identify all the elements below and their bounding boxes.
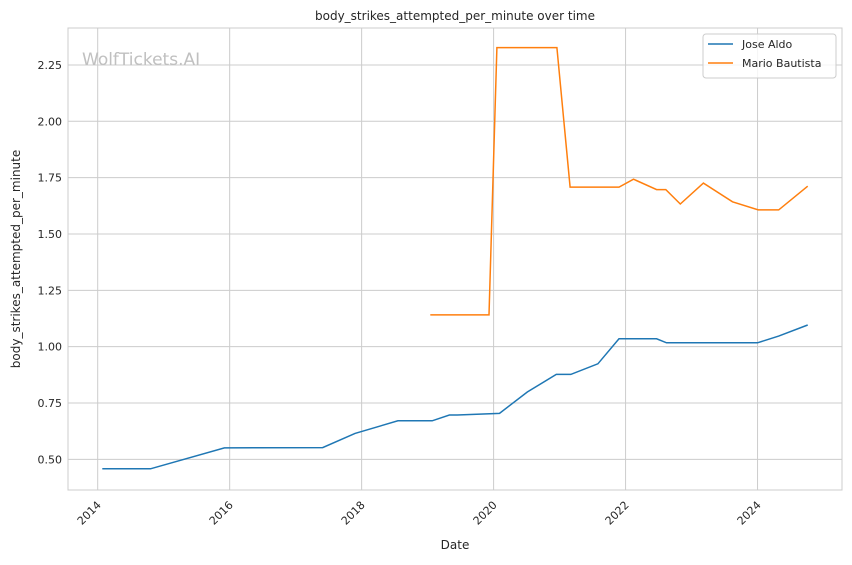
x-tick-label: 2014 bbox=[75, 499, 104, 528]
y-tick-label: 1.50 bbox=[38, 228, 63, 241]
legend-label-mario-bautista: Mario Bautista bbox=[742, 57, 821, 70]
y-axis-label: body_strikes_attempted_per_minute bbox=[9, 150, 23, 368]
ticks: 2014 2016 2018 2020 2022 2024 0.50 0.75 1.00 1.25… bbox=[38, 59, 764, 528]
y-tick-label: 1.75 bbox=[38, 172, 63, 185]
series-group bbox=[102, 48, 808, 469]
y-tick-label: 1.00 bbox=[38, 341, 63, 354]
plot-area-border bbox=[68, 28, 842, 490]
x-tick-label: 2018 bbox=[339, 499, 368, 528]
watermark: WolfTickets.AI bbox=[82, 50, 200, 70]
y-tick-label: 2.25 bbox=[38, 59, 63, 72]
x-tick-label: 2016 bbox=[207, 499, 236, 528]
series-line-mario-bautista bbox=[430, 48, 807, 315]
x-axis-label: Date bbox=[441, 538, 470, 552]
y-tick-label: 1.25 bbox=[38, 284, 63, 297]
legend-label-jose-aldo: Jose Aldo bbox=[741, 38, 793, 51]
y-tick-label: 0.50 bbox=[38, 453, 63, 466]
x-tick-label: 2024 bbox=[735, 499, 764, 528]
x-tick-label: 2022 bbox=[603, 499, 632, 528]
y-tick-label: 0.75 bbox=[38, 397, 63, 410]
grid bbox=[68, 28, 842, 490]
legend: Jose Aldo Mario Bautista bbox=[703, 34, 836, 78]
y-tick-label: 2.00 bbox=[38, 115, 63, 128]
chart-title: body_strikes_attempted_per_minute over t… bbox=[315, 9, 595, 23]
x-tick-label: 2020 bbox=[471, 499, 500, 528]
